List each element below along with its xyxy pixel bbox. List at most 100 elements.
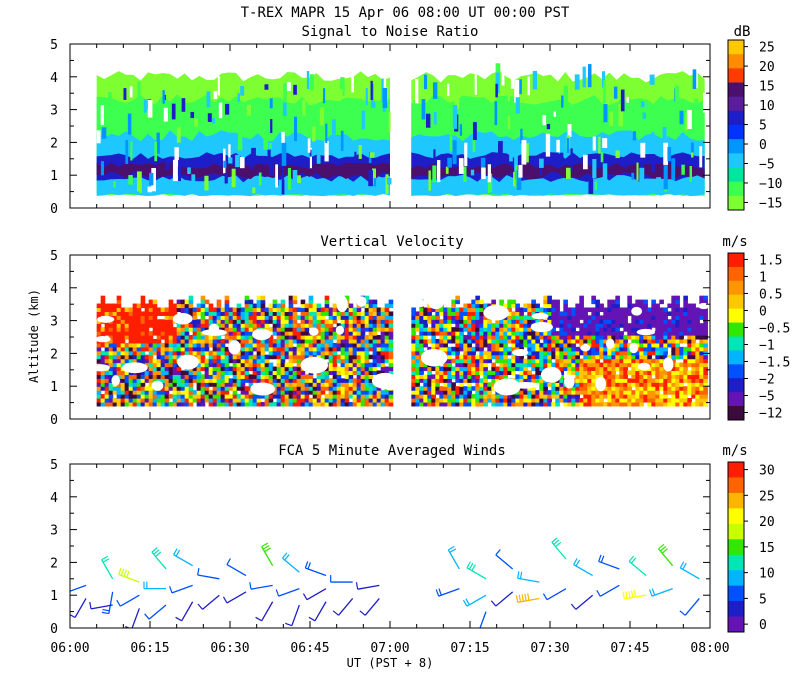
velocity-cell bbox=[639, 386, 644, 391]
velocity-cell bbox=[563, 390, 568, 395]
velocity-cell bbox=[364, 338, 370, 344]
velocity-cell bbox=[651, 335, 656, 340]
velocity-cell bbox=[380, 401, 386, 407]
velocity-cell bbox=[320, 354, 326, 360]
velocity-cell bbox=[260, 394, 266, 399]
velocity-cell bbox=[232, 335, 238, 340]
velocity-cell bbox=[196, 307, 202, 313]
velocity-cell bbox=[104, 346, 110, 352]
velocity-cell bbox=[567, 350, 572, 356]
velocity-cell bbox=[679, 350, 684, 356]
velocity-cell bbox=[467, 307, 472, 313]
velocity-cell bbox=[288, 311, 294, 316]
velocity-cell bbox=[579, 358, 584, 364]
velocity-cell bbox=[292, 378, 298, 383]
velocity-cell bbox=[543, 307, 548, 313]
velocity-cell bbox=[539, 331, 544, 336]
velocity-cell bbox=[607, 346, 612, 352]
velocity-cell bbox=[423, 394, 428, 399]
velocity-cell bbox=[655, 378, 660, 383]
velocity-cell bbox=[292, 374, 298, 379]
velocity-cell bbox=[304, 303, 310, 309]
wind-barb bbox=[285, 604, 300, 627]
snr-speckle bbox=[639, 167, 645, 183]
velocity-cell bbox=[240, 394, 246, 399]
velocity-cell bbox=[671, 382, 676, 387]
velocity-cell bbox=[324, 342, 330, 348]
velocity-cell bbox=[280, 370, 286, 375]
velocity-cell bbox=[376, 350, 382, 356]
velocity-cell bbox=[148, 390, 154, 395]
velocity-cell bbox=[116, 358, 122, 364]
velocity-cell bbox=[124, 331, 130, 336]
velocity-hole bbox=[636, 328, 656, 336]
velocity-cell bbox=[531, 366, 536, 372]
velocity-cell bbox=[196, 358, 202, 364]
velocity-cell bbox=[232, 323, 238, 328]
velocity-cell bbox=[360, 394, 366, 399]
velocity-cell bbox=[691, 358, 696, 364]
velocity-cell bbox=[483, 362, 488, 368]
velocity-cell bbox=[288, 350, 294, 356]
velocity-cell bbox=[352, 366, 358, 372]
velocity-cell bbox=[328, 358, 334, 364]
velocity-cell bbox=[507, 398, 512, 403]
velocity-cell bbox=[284, 370, 290, 375]
snr-speckle bbox=[592, 123, 597, 136]
velocity-cell bbox=[136, 338, 142, 344]
velocity-cell bbox=[232, 366, 238, 372]
velocity-cell bbox=[212, 366, 218, 372]
velocity-cell bbox=[687, 331, 692, 336]
velocity-cell bbox=[475, 378, 480, 383]
velocity-cell bbox=[332, 319, 338, 324]
velocity-cell bbox=[475, 311, 480, 316]
velocity-cell bbox=[567, 319, 572, 324]
velocity-cell bbox=[599, 401, 604, 407]
velocity-cell bbox=[451, 401, 456, 407]
velocity-cell bbox=[471, 366, 476, 372]
snr-speckle bbox=[671, 158, 676, 181]
velocity-cell bbox=[459, 327, 464, 332]
velocity-cell bbox=[244, 307, 250, 313]
velocity-cell bbox=[463, 374, 468, 379]
colorbar-swatch bbox=[728, 336, 744, 351]
velocity-cell bbox=[344, 394, 350, 399]
wind-barb-feather bbox=[120, 568, 125, 576]
velocity-cell bbox=[455, 390, 460, 395]
velocity-cell bbox=[679, 331, 684, 336]
velocity-cell bbox=[691, 338, 696, 344]
velocity-cell bbox=[384, 354, 390, 360]
velocity-cell bbox=[659, 370, 664, 375]
velocity-cell bbox=[232, 327, 238, 332]
velocity-cell bbox=[360, 335, 366, 340]
velocity-cell bbox=[248, 307, 254, 313]
velocity-cell bbox=[188, 386, 194, 391]
velocity-cell bbox=[551, 394, 556, 399]
velocity-cell bbox=[491, 366, 496, 372]
velocity-cell bbox=[475, 338, 480, 344]
wind-barb bbox=[255, 601, 274, 622]
velocity-cell bbox=[116, 303, 122, 309]
velocity-cell bbox=[192, 319, 198, 324]
velocity-cell bbox=[583, 394, 588, 399]
velocity-cell bbox=[611, 366, 616, 372]
velocity-cell bbox=[627, 331, 632, 336]
snr-speckle bbox=[204, 175, 209, 191]
velocity-cell bbox=[427, 398, 432, 403]
velocity-cell bbox=[667, 319, 672, 324]
velocity-cell bbox=[527, 303, 532, 309]
velocity-cell bbox=[264, 362, 270, 368]
velocity-cell bbox=[543, 401, 548, 407]
velocity-cell bbox=[651, 362, 656, 368]
velocity-cell bbox=[599, 366, 604, 372]
wind-barb bbox=[169, 584, 193, 594]
velocity-cell bbox=[124, 401, 130, 407]
velocity-cell bbox=[423, 398, 428, 403]
velocity-cell bbox=[228, 323, 234, 328]
snr-speckle bbox=[240, 156, 245, 169]
velocity-cell bbox=[547, 398, 552, 403]
velocity-cell bbox=[627, 386, 632, 391]
velocity-cell bbox=[156, 338, 162, 344]
velocity-cell bbox=[280, 398, 286, 403]
velocity-cell bbox=[112, 358, 118, 364]
